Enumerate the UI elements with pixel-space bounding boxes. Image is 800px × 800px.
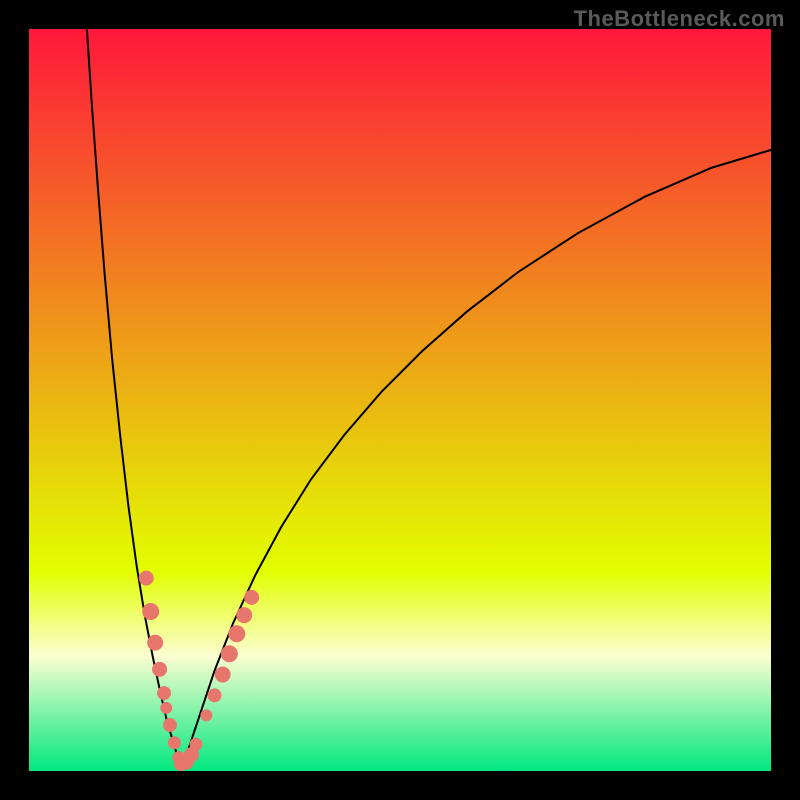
data-marker: [245, 590, 259, 604]
data-marker: [215, 667, 230, 682]
data-marker: [163, 719, 176, 732]
data-marker: [153, 662, 167, 676]
data-marker: [190, 738, 202, 750]
data-marker: [158, 687, 171, 700]
data-marker: [208, 689, 221, 702]
data-marker: [237, 608, 252, 623]
bottleneck-chart: [0, 0, 800, 800]
data-marker: [221, 646, 237, 662]
data-marker: [148, 635, 163, 650]
data-marker: [201, 710, 212, 721]
chart-frame: TheBottleneck.com: [0, 0, 800, 800]
data-marker: [161, 702, 172, 713]
data-marker: [168, 737, 180, 749]
data-marker: [139, 571, 153, 585]
data-marker: [143, 603, 159, 619]
plot-background: [29, 29, 771, 771]
watermark-text: TheBottleneck.com: [574, 6, 785, 32]
data-marker: [229, 626, 245, 642]
